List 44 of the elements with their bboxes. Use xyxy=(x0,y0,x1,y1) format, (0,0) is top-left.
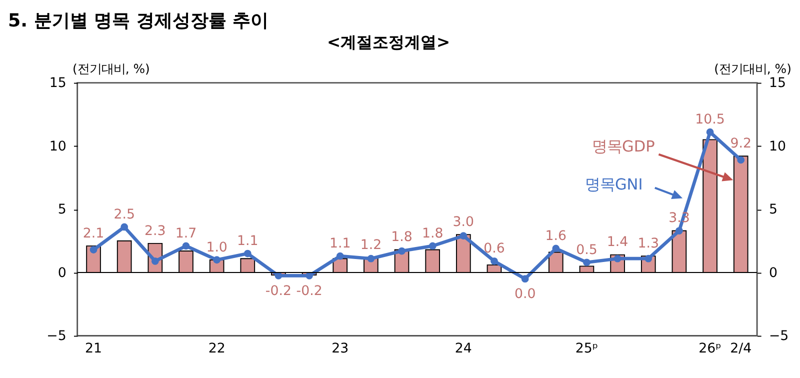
data-label: 1.6 xyxy=(545,228,567,244)
y-tick-label: −5 xyxy=(46,329,66,344)
data-label: 0.6 xyxy=(484,242,505,257)
data-label: 2.5 xyxy=(114,207,135,222)
chart-subtitle: <계절조정계열> xyxy=(326,32,450,52)
y-tick-label: 15 xyxy=(49,76,66,92)
data-label: 1.1 xyxy=(329,236,351,252)
x-tick-label: 23 xyxy=(332,341,349,356)
y2-tick-label: 10 xyxy=(768,139,786,154)
data-label: -0.2 xyxy=(296,284,322,299)
data-label: 0.5 xyxy=(576,242,598,258)
y2-axis-title: (전기대비, %) xyxy=(714,60,792,76)
data-label: 1.2 xyxy=(360,238,382,253)
data-label: 1.0 xyxy=(206,240,228,256)
y-tick-label: 0 xyxy=(58,266,66,281)
data-label: 1.1 xyxy=(237,234,258,249)
data-label: 3.0 xyxy=(452,214,474,230)
x-tick-label: 25ᵖ xyxy=(575,341,598,356)
data-label: 1.8 xyxy=(422,226,444,242)
data-label: 0.0 xyxy=(514,286,536,302)
data-label: 10.5 xyxy=(695,112,725,128)
data-label: 1.7 xyxy=(175,226,197,242)
data-label: 9.2 xyxy=(730,136,752,152)
x-tick-label: 24 xyxy=(454,341,472,356)
chart-title: 5. 분기별 명목 경제성장률 추이 xyxy=(8,10,269,32)
x-tick-label: 26ᵖ xyxy=(698,341,722,356)
data-label: 1.3 xyxy=(638,236,660,252)
y2-tick-label: −5 xyxy=(768,329,789,344)
data-label: 1.8 xyxy=(391,230,412,246)
x-tick-label: 22 xyxy=(208,341,226,356)
data-label: 2.1 xyxy=(82,226,104,242)
text: 명목GDP xyxy=(592,138,655,156)
y-tick-label: 10 xyxy=(49,139,66,154)
data-label: 1.4 xyxy=(606,235,628,250)
legend-label: 명목GNI xyxy=(584,176,643,194)
data-label: -0.2 xyxy=(265,284,292,299)
y2-tick-label: 0 xyxy=(768,266,778,281)
x-tick-label: 2/4 xyxy=(730,341,752,356)
y2-tick-label: 15 xyxy=(768,76,786,92)
y-axis-title: (전기대비, %) xyxy=(72,60,150,76)
data-label: 2.3 xyxy=(144,224,166,239)
x-tick-label: 21 xyxy=(85,341,102,356)
y-tick-label: 5 xyxy=(58,202,66,218)
y2-tick-label: 5 xyxy=(768,202,778,218)
